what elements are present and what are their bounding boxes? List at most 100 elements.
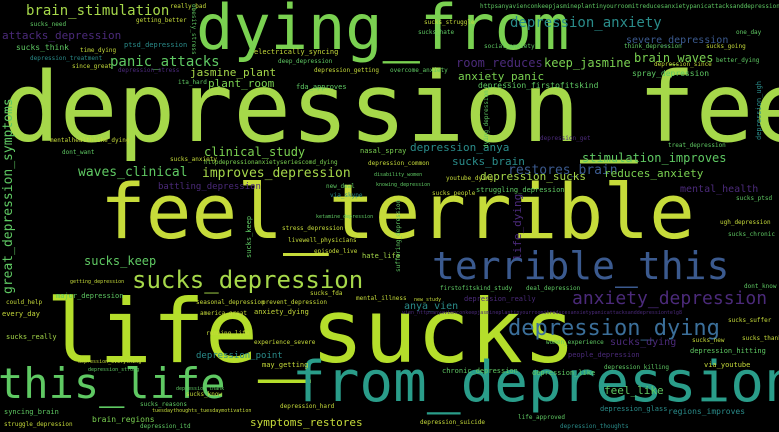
word-sucks-chronic: sucks_chronic [728,231,775,238]
word-depression-hard: depression_hard [280,403,335,410]
word-sucks-thank: sucks_thank [742,335,779,342]
word-may-getting: may_getting [262,361,309,369]
word-depression-glass: depression_glass [600,405,668,413]
word-time-dying: time_dying [80,47,117,54]
word-sucks-fda: sucks_fda [310,290,343,297]
word-sucks-think: sucks_think [16,43,69,52]
word-stimulation-improves: stimulation_improves [582,151,727,165]
word-suffering-depression: suffering_depression [395,199,402,272]
word-depression-suicide: depression_suicide [420,419,486,426]
word-dying-depression: dying_depression [483,90,490,148]
word-sucks-know: sucks_know [186,391,223,398]
word-depression-feel: depression_feel [2,52,779,164]
word-running-life: running_life [206,330,250,337]
word-new-study: new_study [414,297,442,303]
word-ptsd-depression: ptsd_depression [124,41,188,49]
word-life-sucks: life_sucks [46,280,576,383]
word-seasonal-depression: seasonal_depression [196,299,265,306]
word-knowing-depression: knowing_depression [376,182,431,188]
word-symptoms-restores: symptoms_restores [250,416,363,429]
word-getting-better: getting_better [136,17,187,24]
word-ita-hard: ita_hard [178,79,207,86]
word-sucks-really: sucks_really [6,333,57,341]
word-deep-depression: deep_depression [278,58,333,65]
word-nasal-spray: nasal_spray [360,147,407,155]
word-depression-thank: depression_thank [176,386,225,392]
word-deal-depression: deal_depression [526,285,581,292]
word-restores-brain: restores_brain [508,163,618,178]
word-electrically-syncing: electrically_syncing [254,48,339,56]
word-sucks-reasons: sucks_reasons [140,401,187,408]
word-sucks-keep-vertical: sucks_keep [245,215,253,258]
word-httpdepression-dying: httpdepressionanxietyseriescomd_dying [204,159,338,166]
word-waves-clinical: waves_clinical [78,165,188,180]
word-keep-jasmine: keep_jasmine [544,56,631,70]
word-dont-know: dont_know [744,283,777,290]
word-experience-severe: experience_severe [254,339,316,346]
word-mental-health: mental_health [680,184,759,195]
word-room-reduces: room_reduces [456,56,543,70]
word-firstofitskind-study: firstofitskind_study [440,285,513,292]
word-struggling-depression: struggling_depression [476,186,565,194]
word-treat-depression: treat_depression [668,142,726,149]
word-anxiety-panic: anxiety_panic [458,70,545,83]
word-getting-depression: getting_depression [70,279,125,285]
word-improves-depression: improves_depression [202,166,351,181]
word-depression-really: depression_really [464,295,536,303]
word-depression-sucks: depression_sucks [480,170,586,183]
word-brain-regions: brain_regions [92,415,155,424]
word-prevent-depression: prevent_depression [262,299,328,306]
word-really-bad: really_bad [170,3,207,10]
word-women-experience: women_experience [546,339,604,346]
word-people-depression: people_depression [568,351,640,359]
word-sucks-need: sucks_need [30,21,67,28]
word-sucks-people: sucks_people [432,190,476,197]
word-disability-women: disability_women [374,172,423,178]
word-sucks-going: sucks_going [706,43,746,50]
word-depression-strong: depression_strong [88,367,140,373]
word-depression-killing: depression_killing [604,364,670,371]
word-feel-terrible: feel_terrible [100,167,695,256]
word-think-depression: think_depression [624,43,682,50]
word-depression-common: depression_common [368,160,430,167]
word-anxiety-dying: anxiety_dying [254,308,309,316]
word-obesity-stress: obesity_stress [190,4,197,55]
word-ketamine-depression: ketamine_depression [316,214,374,220]
word-sucks-depression: sucks_depression [132,266,364,294]
word-hate-life: hate_life [362,252,400,260]
word-depression-everything: depression_everything [78,359,142,365]
word-depression-get: depression_get [540,135,591,142]
word-youtube-dying: youtube_dying [446,175,493,182]
word-tuesdaythoughts: tuesdaythoughts_tuesdaymotivation [152,408,252,414]
word-this-life: this_life [0,359,226,408]
word-sucks-keep: sucks_keep [84,254,157,268]
word-dont-want: dont_want [62,149,95,156]
word-attacks-depression: attacks_depression [2,29,122,42]
word-episode-live: episode_live [314,248,358,255]
word-via-skype: via_skype [330,192,363,199]
word-dying-from: dying_from [196,0,570,64]
word-jasmine-plant: jasmine_plant [190,66,277,79]
word-plant-room: plant_room [208,77,275,90]
word-chronic-depression: chronic_depression [442,367,518,375]
word-sucks-dying: sucks_dying [610,337,677,348]
word-america-great: america_great [200,310,247,317]
word-major-depression: major_depression [56,292,124,300]
word-terrible-this: terrible_this [432,244,730,288]
word-struggle-depression: struggle_depression [4,421,73,428]
word-brain-stimulation: brain_stimulation [26,3,170,19]
word-depression-point: depression_point [196,351,283,361]
word-regions-improves: regions_improves [668,407,746,416]
word-overcome-anxiety: overcome_anxiety [390,67,448,74]
word-depression-dying: depression_dying [508,316,720,341]
word-depression-ugh: depression_ugh [755,80,763,140]
word-fda-approves: fda_approves [296,83,347,91]
word-livewell-physicians: livewell_physicians [288,237,357,244]
word-depression-treatment: depression_treatment [30,55,103,62]
word-could-help: could_help [6,299,43,306]
word-sucks-suffer: sucks_suffer [728,317,772,324]
word-from-depression: from_depression [292,350,779,415]
word-sucks-new: sucks_new [692,337,725,344]
word-depression-hitting: depression_hitting [690,347,766,355]
word-anxiety-depression: anxiety_depression [572,288,768,309]
